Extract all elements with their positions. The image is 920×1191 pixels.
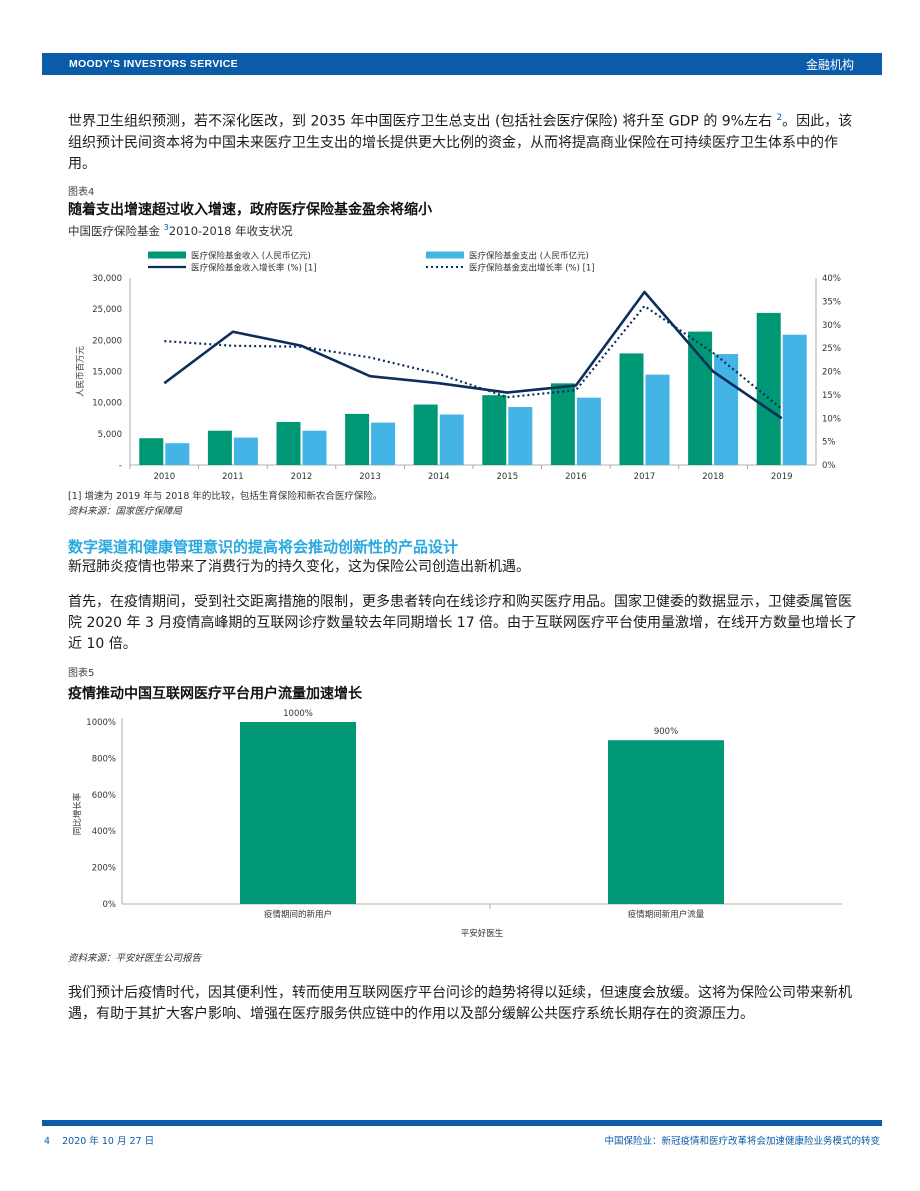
- bar-income-2014: [413, 404, 438, 465]
- user-growth-chart: 0% 200% 400% 600% 800% 1000% 同比增长率 1000% 疫情期间的新用…: [72, 709, 842, 939]
- y-tick-label: 15,000: [92, 368, 122, 378]
- footer-left: 4 2020 年 10 月 27 日: [44, 1133, 154, 1147]
- x-tick-label: 疫情期间的新用户: [264, 909, 332, 920]
- y2-tick-label: 0%: [822, 461, 836, 471]
- bar-income-2015: [482, 395, 507, 465]
- figure4-note: [1] 增速为 2019 年与 2018 年的比较，包括生育保险和新农合医疗保险…: [68, 491, 383, 502]
- bar-expense-2015: [508, 407, 533, 465]
- x-tick-label: 2010: [153, 472, 175, 482]
- intro-text-2: 。因此，该组织预计民间资本将为中国未来医疗卫生支出的增长提供更大比例的资金，从而…: [68, 113, 853, 172]
- report-date: 2020 年 10 月 27 日: [62, 1136, 155, 1147]
- figure5-source: 资料来源：平安好医生公司报告: [68, 953, 202, 964]
- legend-swatch-0: [148, 251, 186, 259]
- page-header: MOODY'S INVESTORS SERVICE 金融机构: [42, 53, 882, 75]
- figure4-source: 资料来源：国家医疗保障局: [68, 506, 183, 517]
- report-title: 中国保险业：新冠疫情和医疗改革将会加速健康险业务模式的转变: [604, 1136, 880, 1147]
- intro-text: 世界卫生组织预测，若不深化医改，到 2035 年中国医疗卫生总支出 (包括社会医…: [68, 113, 772, 130]
- bar-expense-2018: [714, 354, 739, 465]
- legend-label-1: 医疗保险基金支出 (人民币亿元): [469, 251, 589, 262]
- footnote-ref-2[interactable]: 2: [776, 113, 783, 123]
- closing-paragraph: 我们预计后疫情时代，因其便利性，转而使用互联网医疗平台问诊的趋势将得以延续，但速…: [68, 985, 852, 1022]
- bar-expense-2017: [645, 374, 670, 465]
- legend-swatch-1: [426, 251, 464, 259]
- bar-new-users: [240, 722, 356, 904]
- x-tick-label: 2017: [634, 472, 656, 482]
- bar-income-2017: [619, 353, 644, 465]
- y2-tick-label: 40%: [822, 274, 841, 284]
- bar-income-2012: [276, 421, 301, 465]
- y2-tick-label: 25%: [822, 344, 841, 354]
- y-tick-label: 10,000: [92, 399, 122, 409]
- y-tick-label: -: [119, 461, 122, 471]
- page-number: 4: [44, 1136, 51, 1147]
- bar-expense-2019: [782, 334, 807, 465]
- x-tick-label: 2012: [291, 472, 313, 482]
- brand-name: MOODY'S INVESTORS SERVICE: [69, 58, 238, 70]
- y-tick-label: 400%: [92, 827, 116, 837]
- y-tick-label: 30,000: [92, 274, 122, 284]
- bar-expense-2013: [371, 422, 396, 465]
- x-tick-label: 2015: [496, 472, 518, 482]
- bar-income-2019: [756, 312, 781, 465]
- x-axis-label: 平安好医生: [461, 928, 504, 939]
- bar-expense-2011: [233, 437, 258, 465]
- fund-income-expense-chart: 医疗保险基金收入 (人民币亿元) 医疗保险基金支出 (人民币亿元) 医疗保险基金收入…: [76, 251, 841, 483]
- section-name: 金融机构: [805, 58, 854, 72]
- x-tick-label: 2014: [428, 472, 450, 482]
- figure4-label: 图表4: [68, 187, 95, 198]
- y2-tick-label: 5%: [822, 438, 836, 448]
- y2-tick-label: 35%: [822, 297, 841, 307]
- bar-expense-2016: [576, 397, 601, 465]
- y-tick-label: 800%: [92, 754, 116, 764]
- bar-income-2010: [139, 438, 164, 465]
- x-tick-label: 2016: [565, 472, 587, 482]
- x-tick-label: 2013: [359, 472, 381, 482]
- y2-tick-label: 30%: [822, 321, 841, 331]
- figure4-title: 随着支出增速超过收入增速，政府医疗保险基金盈余将缩小: [68, 202, 432, 218]
- footnote-ref-3[interactable]: 3: [163, 223, 169, 233]
- legend-label-2: 医疗保险基金收入增长率 (%) [1]: [191, 263, 317, 274]
- y-axis-label: 人民币百万元: [76, 346, 86, 398]
- y-axis-label: 同比增长率: [72, 792, 83, 835]
- intro-paragraph: 世界卫生组织预测，若不深化医改，到 2035 年中国医疗卫生总支出 (包括社会医…: [68, 108, 858, 175]
- y-tick-label: 1000%: [86, 718, 116, 728]
- x-tick-label: 疫情期间新用户流量: [628, 909, 705, 920]
- y-tick-label: 600%: [92, 791, 116, 801]
- y-tick-label: 200%: [92, 864, 116, 874]
- bar-new-user-traffic: [608, 740, 724, 904]
- y-tick-label: 0%: [103, 900, 117, 910]
- y2-tick-label: 15%: [822, 391, 841, 401]
- data-label: 900%: [654, 727, 678, 737]
- x-tick-label: 2011: [222, 472, 244, 482]
- bar-expense-2012: [302, 430, 327, 465]
- income-growth-line: [163, 290, 783, 420]
- figure4-subtitle: 中国医疗保险基金 32010-2018 年收支状况: [68, 223, 293, 239]
- y2-tick-label: 10%: [822, 414, 841, 424]
- y-tick-label: 25,000: [92, 305, 122, 315]
- bar-income-2016: [550, 383, 575, 465]
- figure4-subtitle-a: 中国医疗保险基金: [68, 224, 160, 238]
- y2-tick-label: 20%: [822, 368, 841, 378]
- y-tick-label: 20,000: [92, 336, 122, 346]
- figure5-title: 疫情推动中国互联网医疗平台用户流量加速增长: [68, 686, 362, 702]
- legend-label-0: 医疗保险基金收入 (人民币亿元): [191, 251, 311, 262]
- section-paragraph-1: 新冠肺炎疫情也带来了消费行为的持久变化，这为保险公司创造出新机遇。: [68, 559, 530, 575]
- y-tick-label: 5,000: [98, 430, 122, 440]
- bar-expense-2014: [439, 414, 464, 465]
- bar-income-2011: [207, 430, 232, 465]
- footer-bar: [42, 1120, 882, 1126]
- bar-income-2018: [688, 331, 713, 465]
- figure4-subtitle-b: 2010-2018 年收支状况: [168, 224, 293, 238]
- section-heading: 数字渠道和健康管理意识的提高将会推动创新性的产品设计: [68, 538, 459, 556]
- bar-expense-2010: [165, 443, 190, 465]
- data-label: 1000%: [283, 709, 313, 719]
- figure5-label: 图表5: [68, 668, 95, 679]
- section-paragraph-2: 首先，在疫情期间，受到社交距离措施的限制，更多患者转向在线诊疗和购买医疗用品。国…: [68, 594, 858, 652]
- x-tick-label: 2019: [771, 472, 793, 482]
- x-tick-label: 2018: [702, 472, 724, 482]
- legend-label-3: 医疗保险基金支出增长率 (%) [1]: [469, 263, 595, 274]
- bar-income-2013: [345, 413, 370, 465]
